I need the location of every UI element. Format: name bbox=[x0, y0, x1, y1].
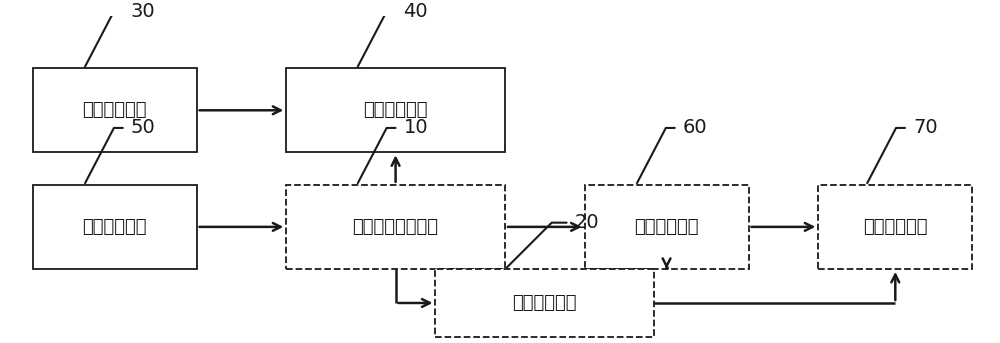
Text: 20: 20 bbox=[575, 213, 599, 232]
Text: 50: 50 bbox=[131, 118, 156, 138]
Text: 60: 60 bbox=[683, 118, 707, 138]
Text: 40: 40 bbox=[404, 2, 428, 21]
Text: 消息发送模块: 消息发送模块 bbox=[863, 218, 928, 236]
Bar bbox=[286, 185, 505, 269]
Text: 数据配置模块: 数据配置模块 bbox=[513, 294, 577, 312]
Bar bbox=[435, 269, 654, 337]
Text: 语义分析模块: 语义分析模块 bbox=[363, 101, 428, 119]
Bar bbox=[33, 185, 197, 269]
Text: 30: 30 bbox=[131, 2, 155, 21]
Text: 10: 10 bbox=[404, 118, 428, 138]
Bar bbox=[818, 185, 972, 269]
Text: 数据接收模块: 数据接收模块 bbox=[82, 101, 147, 119]
Bar bbox=[585, 185, 749, 269]
Text: 用户查询模块: 用户查询模块 bbox=[634, 218, 699, 236]
Bar bbox=[33, 68, 197, 152]
Text: 70: 70 bbox=[913, 118, 938, 138]
Bar bbox=[286, 68, 505, 152]
Text: 机器学习模块: 机器学习模块 bbox=[82, 218, 147, 236]
Text: 用户属性管理模块: 用户属性管理模块 bbox=[353, 218, 439, 236]
